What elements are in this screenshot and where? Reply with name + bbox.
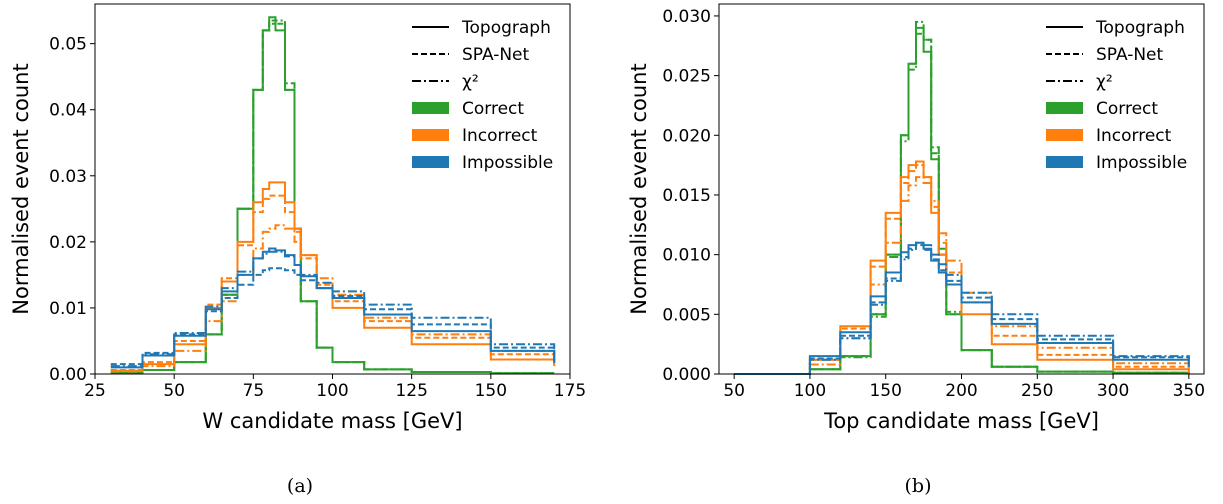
series-impossible-8 [734,241,1190,375]
series-correct-0 [734,26,1190,375]
legend-label: SPA-Net [462,45,530,65]
series-incorrect-3 [110,181,556,372]
legend-label: Incorrect [1096,126,1172,146]
series-correct-2 [734,20,1190,375]
legend-label: χ² [462,72,479,92]
y-tick-label: 0.030 [662,7,711,27]
series-incorrect-5 [110,224,556,373]
x-tick-label: 100 [794,381,826,401]
subfigure-caption: (b) [905,475,932,497]
y-tick-label: 0.005 [662,305,711,325]
x-tick-label: 200 [945,381,977,401]
series-impossible-7 [734,244,1190,375]
y-tick-label: 0.015 [662,186,711,206]
x-axis-label: W candidate mass [GeV] [202,409,462,433]
legend-label: Correct [1096,99,1158,119]
legend-patch-incorrect [412,129,449,141]
x-axis-label: Top candidate mass [GeV] [823,409,1099,433]
x-tick-label: 25 [84,381,106,401]
y-tick-label: 0.00 [49,365,87,385]
series-correct-0 [110,16,555,375]
series-group [734,20,1190,375]
subfigure-caption: (a) [287,475,313,497]
x-tick-label: 50 [723,381,745,401]
series-impossible-7 [110,267,556,366]
series-correct-1 [734,32,1190,375]
legend-label: SPA-Net [1096,45,1164,65]
x-tick-label: 250 [1021,381,1053,401]
y-tick-label: 0.05 [49,35,87,55]
series-impossible-8 [110,250,556,368]
legend-patch-incorrect [1046,129,1083,141]
series-group [110,16,556,375]
y-tick-label: 0.020 [662,126,711,146]
x-tick-label: 100 [316,381,348,401]
y-axis-label: Normalised event count [627,63,651,314]
x-tick-label: 175 [554,381,586,401]
series-correct-1 [110,19,555,375]
y-tick-label: 0.01 [49,299,87,319]
x-tick-label: 125 [395,381,427,401]
y-tick-label: 0.025 [662,67,711,87]
x-tick-label: 75 [243,381,265,401]
legend-label: Impossible [462,153,553,173]
y-tick-label: 0.000 [662,365,711,385]
legend-label: Topograph [1095,18,1185,38]
x-tick-label: 150 [869,381,901,401]
legend-label: χ² [1096,72,1113,92]
y-axis-label: Normalised event count [9,63,33,314]
chart-panel-1: 25 50 75 100 125 150 175 0.00 0.01 0.02 0.03 0.04 0.… [9,3,586,497]
legend-patch-impossible [1046,156,1083,168]
series-correct-2 [110,19,555,375]
x-tick-label: 150 [475,381,507,401]
x-tick-label: 350 [1173,381,1205,401]
legend-label: Impossible [1096,153,1187,173]
y-tick-label: 0.03 [49,167,87,187]
y-tick-label: 0.02 [49,233,87,253]
x-tick-label: 50 [163,381,185,401]
y-tick-label: 0.04 [49,101,87,121]
legend-label: Incorrect [462,126,538,146]
legend-label: Correct [462,99,524,119]
legend: Topograph SPA-Net χ² Correct Incorrect Imposs… [1046,18,1187,173]
legend: Topograph SPA-Net χ² Correct Incorrect Imposs… [412,18,553,173]
legend-patch-impossible [412,156,449,168]
legend-label: Topograph [461,18,551,38]
legend-patch-correct [1046,102,1083,114]
y-tick-label: 0.010 [662,246,711,266]
legend-patch-correct [412,102,449,114]
x-tick-label: 300 [1097,381,1129,401]
chart-panel-2: 50 100 150 200 250 300 350 0.000 0.005 0.010 0.015… [627,3,1205,497]
series-impossible-6 [110,247,556,369]
